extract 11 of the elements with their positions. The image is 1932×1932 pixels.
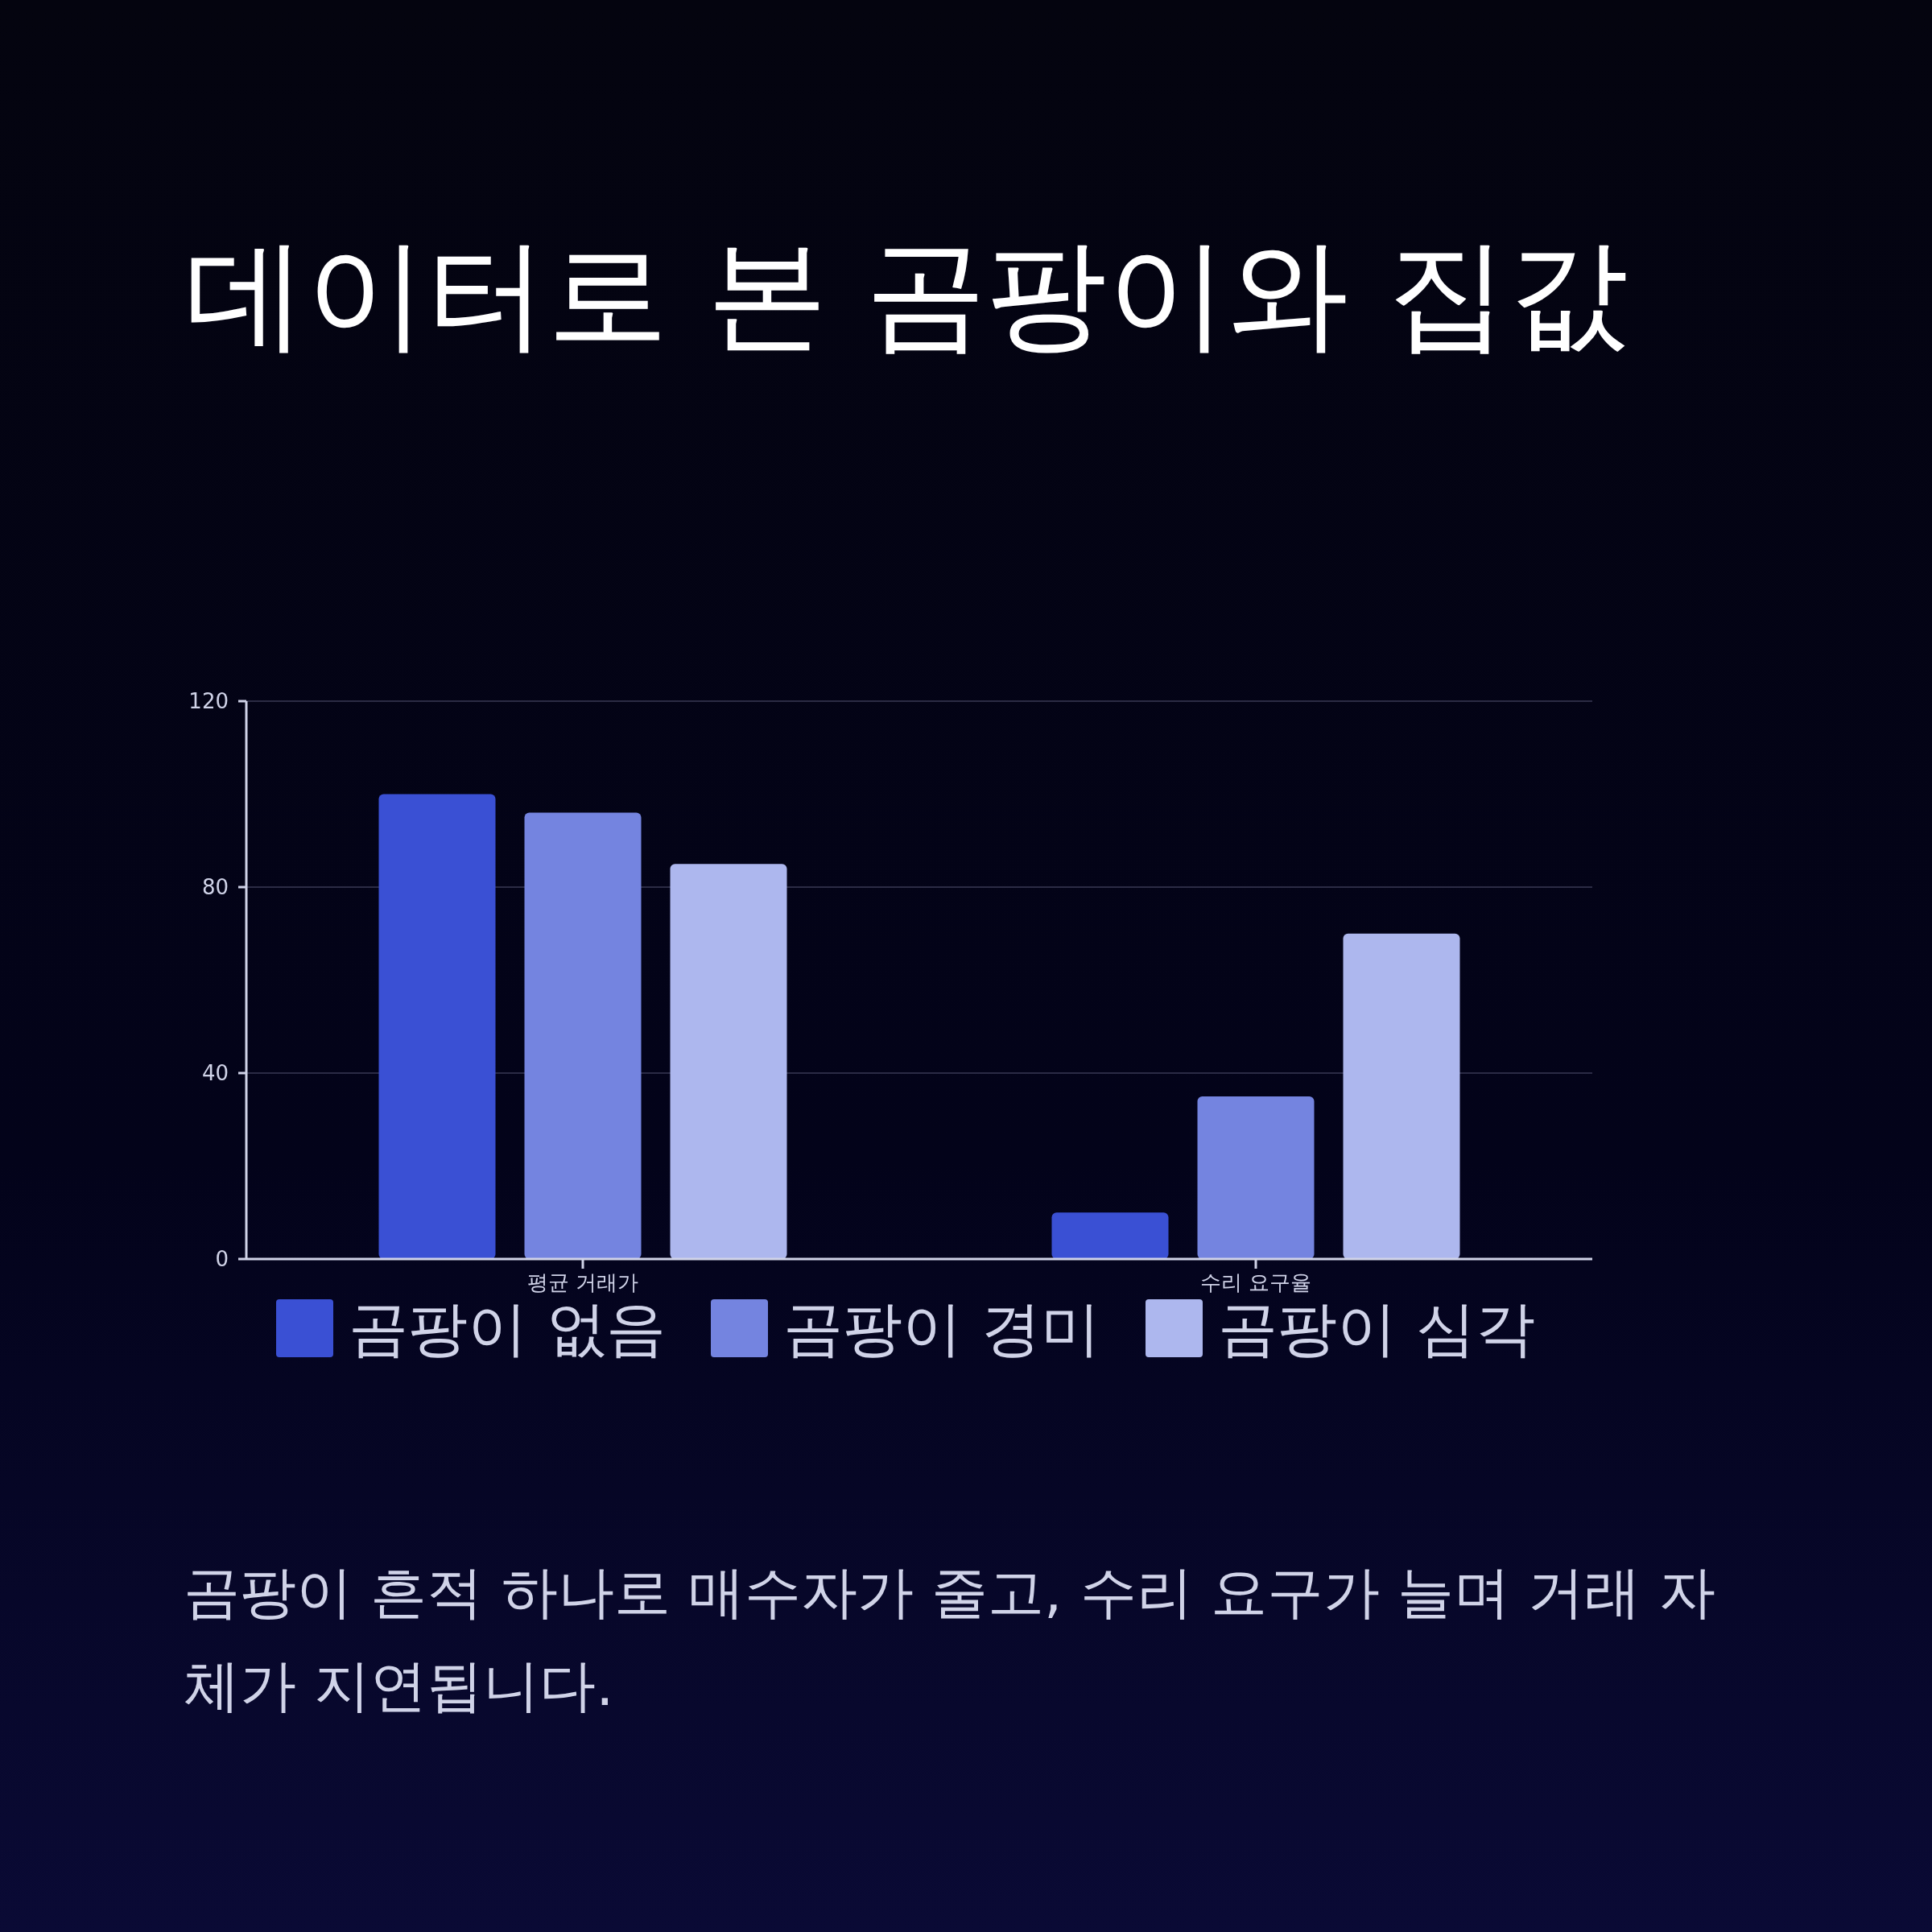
y-tick-label: 120 — [188, 689, 229, 713]
text: 곰팡이 흔적 하나로 매수자가 줄고, 수리 요구가 늘며 거래 자체가 지연됩니다. — [184, 1558, 1716, 1720]
x-tick-label: 수리 요구율 — [1199, 1270, 1312, 1294]
legend-label: 곰팡이 심각 — [1218, 1294, 1535, 1363]
y-tick-label: 80 — [201, 875, 229, 899]
x-tick-label: 평균 거래가 — [526, 1270, 639, 1294]
legend-label: 곰팡이 없음 — [349, 1294, 666, 1363]
y-tick-label: 0 — [215, 1247, 229, 1271]
y-tick-label: 40 — [201, 1061, 229, 1085]
chart-title: 데이터로 본 곰팡이와 집값 — [185, 223, 1630, 365]
legend-label: 곰팡이 경미 — [783, 1294, 1100, 1363]
